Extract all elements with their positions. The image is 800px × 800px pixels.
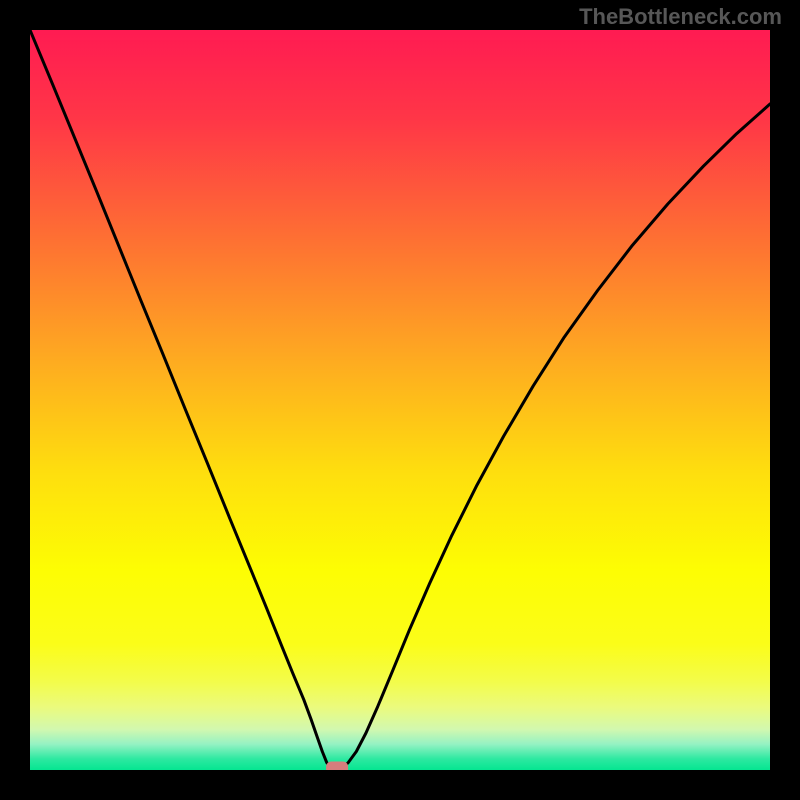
bottleneck-chart — [0, 0, 800, 800]
chart-page: TheBottleneck.com — [0, 0, 800, 800]
watermark-text: TheBottleneck.com — [579, 4, 782, 30]
plot-gradient-background — [30, 30, 770, 770]
